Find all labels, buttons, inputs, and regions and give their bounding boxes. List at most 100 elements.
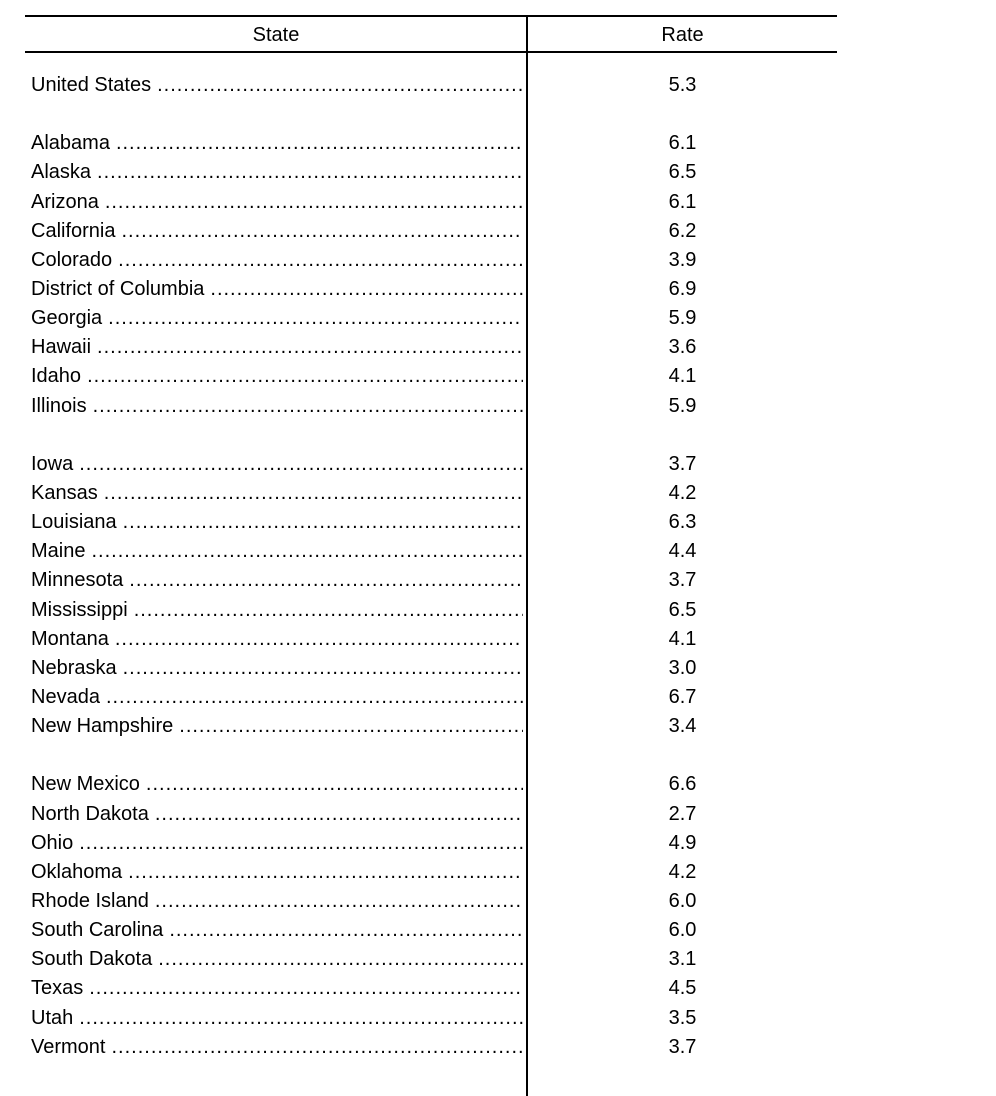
state-name: Maine: [31, 540, 86, 563]
state-name: California: [31, 219, 116, 242]
rate-value: 6.1: [668, 190, 697, 213]
state-cell: United States: [25, 74, 523, 97]
state-cell: South Dakota: [25, 948, 523, 971]
dot-leader: [169, 919, 523, 942]
dot-leader: [155, 890, 523, 913]
state-cell: Kansas: [25, 482, 523, 505]
dot-leader: [121, 220, 523, 243]
rate-value: 3.7: [668, 569, 697, 592]
rate-value: 3.7: [668, 452, 697, 475]
state-name: Rhode Island: [31, 890, 149, 912]
state-name: Nevada: [31, 686, 100, 709]
table-row: Alaska 6.5: [25, 158, 837, 187]
column-header-rate: Rate: [661, 24, 704, 46]
dot-leader: [79, 832, 523, 855]
rate-value: 4.4: [668, 540, 697, 563]
state-cell: Utah: [25, 1007, 523, 1030]
table-row: Idaho 4.1: [25, 362, 837, 391]
state-cell: Idaho: [25, 365, 523, 388]
dot-leader: [104, 482, 523, 505]
state-cell: Vermont: [25, 1036, 523, 1059]
rate-value: 6.0: [668, 919, 697, 942]
table-top-rule: [25, 15, 837, 17]
rate-value: 4.9: [668, 831, 697, 854]
table-row: Hawaii 3.6: [25, 333, 837, 362]
dot-leader: [87, 365, 523, 388]
table-row: Texas 4.5: [25, 974, 837, 1003]
state-name: Mississippi: [31, 598, 128, 621]
rate-value: 2.7: [668, 802, 697, 825]
table-row: Illinois 5.9: [25, 392, 837, 421]
table-row: Louisiana 6.3: [25, 508, 837, 537]
dot-leader: [128, 861, 523, 884]
dot-leader: [155, 803, 523, 826]
rate-value: 6.3: [668, 511, 697, 534]
table-row: Iowa 3.7: [25, 450, 837, 479]
state-name: Alabama: [31, 132, 110, 155]
rate-value: 6.5: [668, 161, 697, 184]
table-row: Rhode Island 6.0: [25, 887, 837, 916]
state-cell: Nebraska: [25, 657, 523, 680]
rate-value: 6.2: [668, 219, 697, 242]
dot-leader: [91, 540, 523, 563]
table-row: South Dakota 3.1: [25, 945, 837, 974]
dot-leader: [79, 453, 523, 476]
dot-leader: [134, 599, 523, 622]
table-row: Oklahoma 4.2: [25, 858, 837, 887]
state-name: Utah: [31, 1006, 74, 1029]
rate-value: 3.7: [668, 1035, 697, 1058]
state-cell: California: [25, 220, 523, 243]
state-name: Arizona: [31, 190, 99, 213]
state-cell: North Dakota: [25, 803, 523, 826]
state-name: Vermont: [31, 1035, 106, 1058]
rate-value: 4.5: [668, 977, 697, 1000]
state-name: Louisiana: [31, 511, 117, 534]
state-name: Idaho: [31, 365, 82, 388]
table-row: California 6.2: [25, 217, 837, 246]
column-header-state: State: [252, 24, 300, 46]
rate-value: 6.5: [668, 598, 697, 621]
dot-leader: [106, 686, 523, 709]
table-row: Mississippi 6.5: [25, 596, 837, 625]
rate-value: 4.1: [668, 365, 697, 388]
table-row: Alabama 6.1: [25, 129, 837, 158]
dot-leader: [79, 1007, 523, 1030]
state-cell: Alaska: [25, 161, 523, 184]
state-name: South Carolina: [31, 919, 164, 942]
rate-value: 3.4: [668, 715, 697, 738]
rate-value: 6.7: [668, 686, 697, 709]
table-row: Ohio 4.9: [25, 829, 837, 858]
header-bottom-rule: [25, 51, 837, 53]
rate-value: 6.9: [668, 278, 697, 301]
state-name: Minnesota: [31, 569, 124, 592]
column-divider: [526, 15, 528, 1096]
state-cell: Iowa: [25, 453, 523, 476]
state-cell: New Hampshire: [25, 715, 523, 738]
state-name: South Dakota: [31, 948, 153, 971]
rate-value: 4.1: [668, 627, 697, 650]
state-cell: Illinois: [25, 395, 523, 418]
table-row: District of Columbia 6.9: [25, 275, 837, 304]
dot-leader: [179, 715, 523, 738]
state-cell: Oklahoma: [25, 861, 523, 884]
dot-leader: [158, 948, 523, 971]
table-body: United States 5.3 Alabama 6.1 Alaska 6.5 Arizo…: [25, 71, 837, 1062]
rate-value: 4.2: [668, 482, 697, 505]
state-name: United States: [31, 74, 152, 97]
dot-leader: [210, 278, 523, 301]
state-cell: Georgia: [25, 307, 523, 330]
table-row: Nebraska 3.0: [25, 654, 837, 683]
table-row: Utah 3.5: [25, 1004, 837, 1033]
state-cell: Montana: [25, 628, 523, 651]
rate-value: 3.0: [668, 656, 697, 679]
table-row: Georgia 5.9: [25, 304, 837, 333]
rate-value: 3.1: [668, 948, 697, 971]
state-cell: Hawaii: [25, 336, 523, 359]
table-row: North Dakota 2.7: [25, 800, 837, 829]
dot-leader: [123, 511, 523, 534]
state-cell: Alabama: [25, 132, 523, 155]
state-cell: Rhode Island: [25, 890, 523, 913]
dot-leader: [105, 191, 523, 214]
state-name: Illinois: [31, 394, 87, 417]
state-name: Oklahoma: [31, 860, 123, 883]
